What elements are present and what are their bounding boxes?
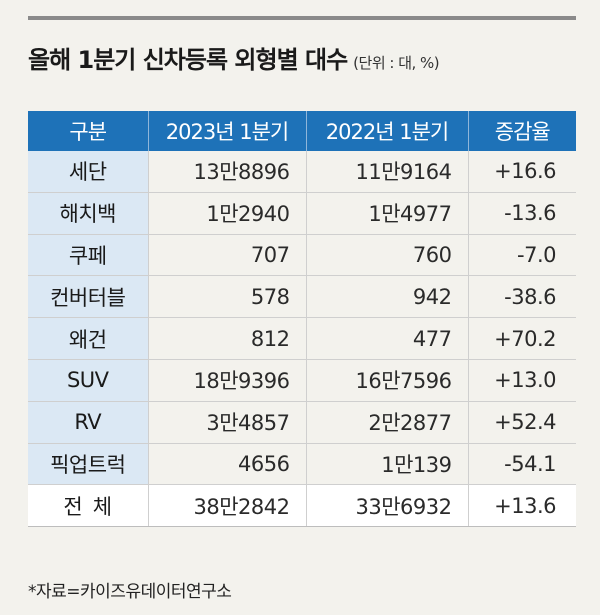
row-category: 컨버터블	[28, 275, 149, 319]
cell-change-rate: +52.4	[468, 401, 576, 444]
unit-label: (단위 : 대, %)	[353, 54, 440, 72]
row-category: 쿠페	[28, 234, 149, 277]
cell-2022q1: 477	[306, 317, 469, 360]
row-category: RV	[28, 401, 149, 444]
cell-2022q1: 2만2877	[306, 401, 469, 444]
table-row: 해치백 1만2940 1만4977 -13.6	[28, 192, 576, 235]
row-category: SUV	[28, 359, 149, 402]
header-row: 구분 2023년 1분기 2022년 1분기 증감율	[28, 111, 576, 151]
table-row: 세단 13만8896 11만9164 +16.6	[28, 151, 576, 193]
total-2022q1: 33만6932	[306, 484, 469, 528]
cell-change-rate: -54.1	[468, 443, 576, 486]
total-row: 전체 38만2842 33만6932 +13.6	[28, 484, 576, 528]
table-row: SUV 18만9396 16만7596 +13.0	[28, 359, 576, 402]
row-category: 픽업트럭	[28, 443, 149, 486]
cell-change-rate: +13.0	[468, 359, 576, 402]
cell-2023q1: 4656	[148, 443, 307, 486]
cell-2023q1: 1만2940	[148, 192, 307, 235]
table-row: 왜건 812 477 +70.2	[28, 317, 576, 360]
header-category: 구분	[28, 111, 149, 151]
cell-2023q1: 812	[148, 317, 307, 360]
header-change-rate: 증감율	[468, 111, 576, 151]
table-row: 픽업트럭 4656 1만139 -54.1	[28, 443, 576, 486]
cell-2023q1: 18만9396	[148, 359, 307, 402]
cell-2022q1: 760	[306, 234, 469, 277]
cell-2022q1: 16만7596	[306, 359, 469, 402]
row-category: 해치백	[28, 192, 149, 235]
table-row: 쿠페 707 760 -7.0	[28, 234, 576, 277]
cell-2023q1: 13만8896	[148, 151, 307, 193]
title-row: 올해 1분기 신차등록 외형별 대수 (단위 : 대, %)	[28, 40, 576, 75]
chart-title: 올해 1분기 신차등록 외형별 대수	[28, 46, 348, 74]
cell-change-rate: +70.2	[468, 317, 576, 360]
total-2023q1: 38만2842	[148, 484, 307, 528]
cell-change-rate: -38.6	[468, 275, 576, 319]
cell-change-rate: +16.6	[468, 151, 576, 193]
table-row: 컨버터블 578 942 -38.6	[28, 275, 576, 319]
row-category: 세단	[28, 151, 149, 193]
source-note: *자료=카이즈유데이터연구소	[28, 582, 232, 602]
cell-2023q1: 3만4857	[148, 401, 307, 444]
cell-change-rate: -13.6	[468, 192, 576, 235]
table-row: RV 3만4857 2만2877 +52.4	[28, 401, 576, 444]
cell-2022q1: 11만9164	[306, 151, 469, 193]
cell-2023q1: 578	[148, 275, 307, 319]
cell-2022q1: 1만139	[306, 443, 469, 486]
cell-2022q1: 942	[306, 275, 469, 319]
header-2022q1: 2022년 1분기	[306, 111, 469, 151]
top-rule	[28, 16, 576, 20]
registration-table: 구분 2023년 1분기 2022년 1분기 증감율 세단 13만8896 11…	[28, 111, 576, 528]
header-2023q1: 2023년 1분기	[148, 111, 307, 151]
cell-2023q1: 707	[148, 234, 307, 277]
cell-change-rate: -7.0	[468, 234, 576, 277]
cell-2022q1: 1만4977	[306, 192, 469, 235]
row-category: 왜건	[28, 317, 149, 360]
total-change-rate: +13.6	[468, 484, 576, 528]
total-label: 전체	[28, 484, 149, 528]
